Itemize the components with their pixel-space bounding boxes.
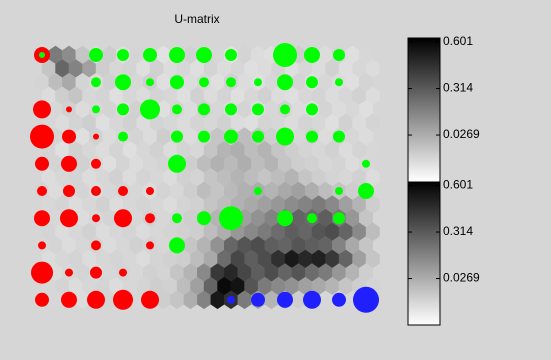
unit-marker [335,187,343,195]
unit-marker [333,212,345,225]
unit-marker [306,103,318,116]
unit-marker [306,130,318,143]
unit-marker [198,130,210,143]
chart-title: U-matrix [174,12,219,26]
colorbar: 0.601 0.314 0.0269 0.601 0.314 0.0269 [407,34,480,326]
unit-marker [92,214,100,223]
unit-marker [39,52,45,58]
unit-marker [35,292,49,307]
unit-marker [92,105,100,114]
unit-marker [145,213,155,224]
unit-marker [199,77,209,88]
unit-marker [277,291,293,308]
unit-marker [38,241,46,250]
unit-marker [37,186,47,196]
unit-marker [172,104,182,115]
unit-marker [146,241,154,250]
unit-marker [277,74,293,91]
colorbar-frame [407,37,441,326]
colorbar-tick-label: 0.601 [443,178,473,192]
unit-marker [171,130,183,143]
colorbar-tick-label: 0.314 [443,81,473,95]
unit-marker [91,186,101,196]
unit-marker [61,155,77,172]
unit-marker [117,49,129,61]
unit-marker [141,290,159,309]
unit-marker [254,78,262,87]
unit-marker [35,156,49,171]
unit-marker [114,209,132,228]
unit-marker [118,131,128,142]
unit-marker [273,43,297,67]
unit-marker [93,133,99,140]
unit-marker [143,48,157,62]
unit-marker [333,49,345,61]
unit-marker [31,261,53,284]
unit-marker [172,213,182,224]
unit-marker [252,130,264,143]
unit-marker [118,186,128,196]
unit-marker [34,210,50,227]
unit-marker [227,295,235,304]
unit-marker [353,286,379,313]
unit-marker [169,47,185,63]
unit-marker [277,210,293,227]
unit-marker [113,289,133,310]
unit-marker [276,127,294,146]
unit-marker [362,159,370,168]
unit-marker [168,154,186,173]
unit-marker [66,106,72,113]
unit-marker [197,211,211,226]
unit-marker [62,129,76,144]
unit-marker [219,206,243,231]
colorbar-tick-label: 0.601 [443,34,473,48]
unit-marker [333,130,345,143]
unit-marker [87,290,105,309]
unit-marker [115,74,131,91]
unit-marker [65,268,73,277]
unit-marker [252,103,264,116]
unit-marker [303,290,321,309]
unit-marker [226,77,236,88]
unit-marker [91,158,101,169]
unit-marker [119,268,127,277]
unit-marker [91,77,101,88]
unit-marker [225,103,237,116]
colorbar-tick-label: 0.0269 [443,127,480,141]
unit-marker [335,78,343,87]
unit-marker [91,240,101,251]
unit-marker [254,187,262,195]
unit-marker [225,49,237,61]
colorbar-section [408,181,440,325]
unit-marker [307,213,317,224]
colorbar-section [408,38,440,182]
unit-marker [332,292,346,307]
unit-marker [146,78,154,87]
unit-marker [196,47,212,63]
unit-marker [304,47,320,63]
unit-marker [198,103,210,116]
unit-marker [89,48,103,62]
unit-marker [306,76,318,89]
unit-marker [170,75,184,90]
unit-marker [140,99,160,120]
unit-marker [251,292,265,307]
unit-marker [169,237,185,254]
unit-marker [61,291,77,308]
unit-marker [63,185,75,197]
colorbar-tick-label: 0.0269 [443,271,480,285]
unit-marker [60,209,78,228]
unit-marker [358,183,374,199]
colorbar-tick-label: 0.314 [443,224,473,238]
unit-marker [30,124,54,149]
unit-marker [117,103,129,116]
unit-markers [30,43,379,313]
unit-marker [280,104,290,115]
unit-marker [224,129,238,144]
unit-marker [146,187,154,195]
unit-marker [33,100,51,119]
unit-marker [90,266,102,279]
